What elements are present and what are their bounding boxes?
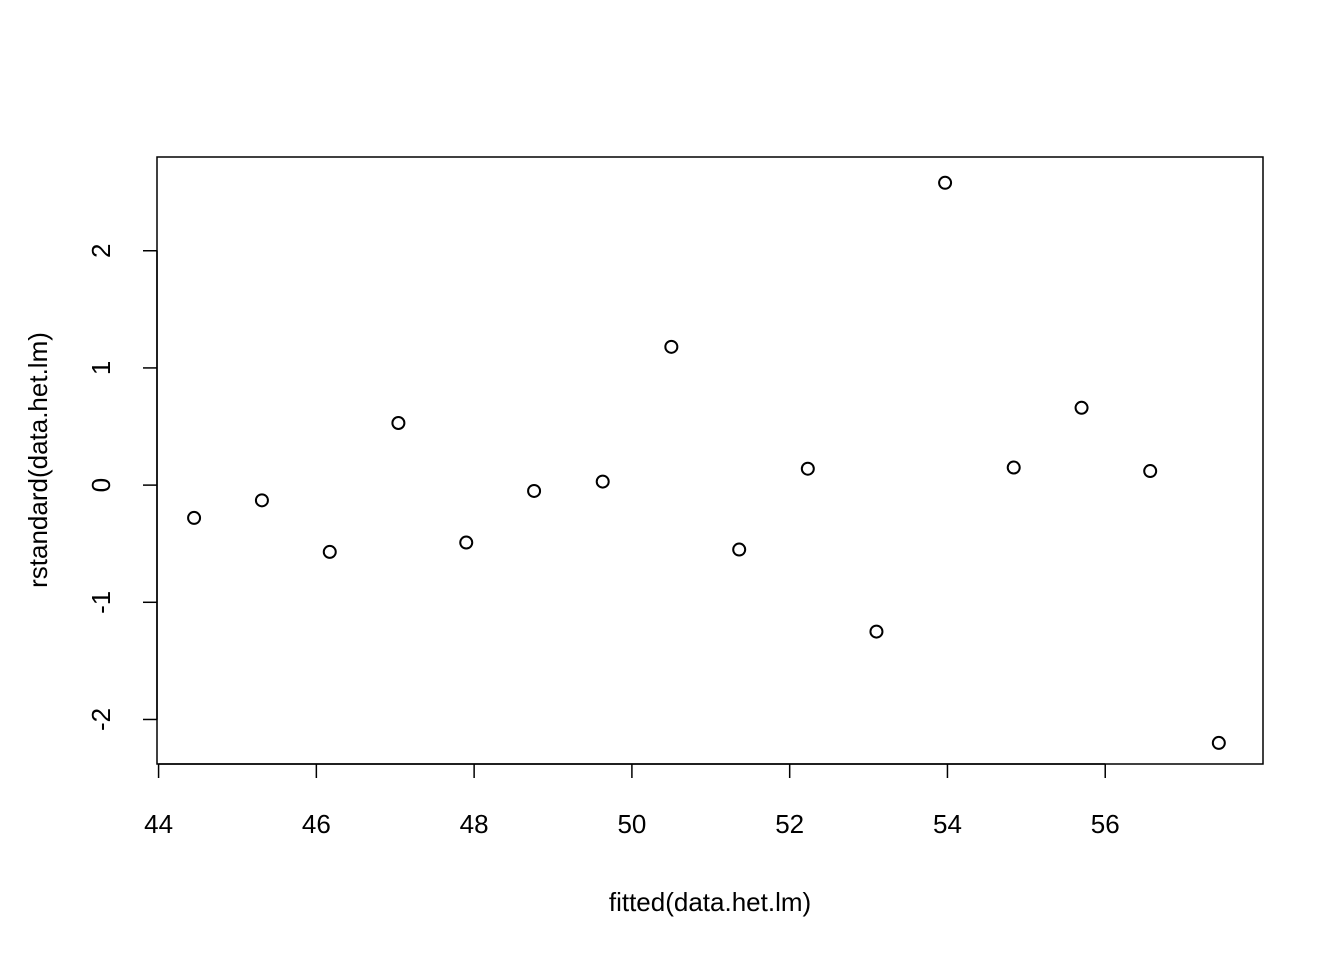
data-point [664,339,679,354]
data-point [254,493,269,508]
x-tick-label: 50 [617,809,646,839]
data-point [938,175,953,190]
data-point [1211,735,1226,750]
data-point [732,542,747,557]
x-tick-label: 48 [460,809,489,839]
x-tick-label: 52 [775,809,804,839]
data-point [800,461,815,476]
data-point [595,474,610,489]
data-point [869,624,884,639]
x-axis-title: fitted(data.het.lm) [609,887,811,917]
data-points [187,175,1226,750]
data-point [187,510,202,525]
data-point [459,535,474,550]
data-point [1143,464,1158,479]
x-tick-label: 46 [302,809,331,839]
y-tick-label: -2 [86,708,116,731]
data-point [322,544,337,559]
data-point [1006,460,1021,475]
x-tick-label: 56 [1091,809,1120,839]
x-axis: 44 46 48 50 52 54 56 [144,763,1120,839]
y-tick-label: 1 [86,361,116,375]
y-tick-label: 0 [86,478,116,492]
y-axis: -2 -1 0 1 2 [86,244,158,731]
plot-frame [156,156,1264,765]
data-point [391,416,406,431]
x-tick-label: 54 [933,809,962,839]
data-point [1074,400,1089,415]
y-axis-title: rstandard(data.het.lm) [23,332,53,588]
y-tick-label: 2 [86,244,116,258]
x-tick-label: 44 [144,809,173,839]
data-point [527,483,542,498]
y-tick-label: -1 [86,591,116,614]
